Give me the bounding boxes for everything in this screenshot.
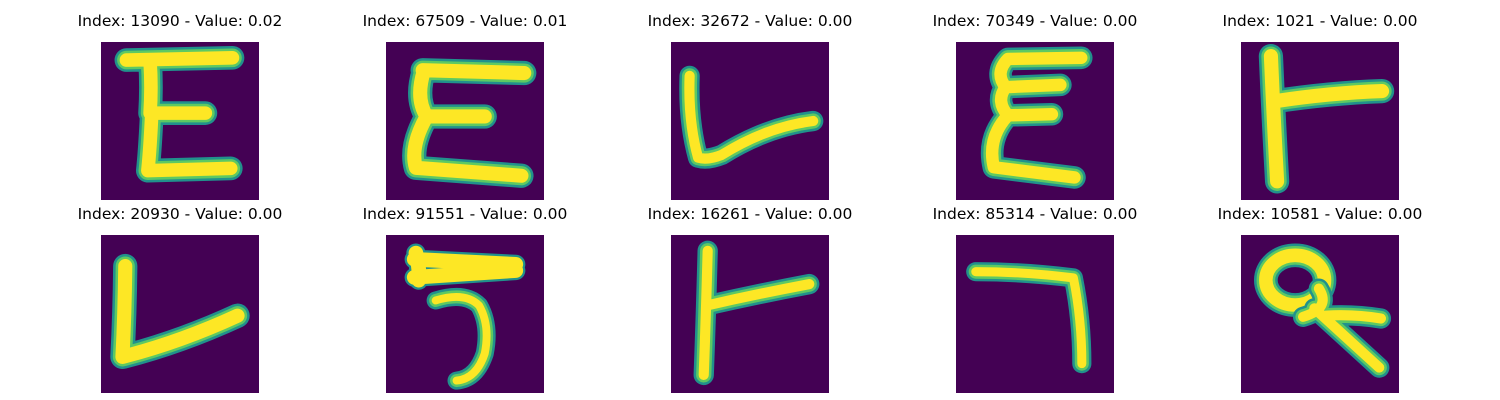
panel-10: Index: 10581 - Value: 0.00	[1190, 201, 1450, 393]
glyph-v-image	[671, 42, 829, 200]
glyph-e-image	[386, 42, 544, 200]
panel-4: Index: 70349 - Value: 0.00	[905, 8, 1165, 200]
panel-6: Index: 20930 - Value: 0.00	[50, 201, 310, 393]
panel-title: Index: 10581 - Value: 0.00	[1217, 205, 1423, 223]
glyph-l-image	[101, 235, 259, 393]
panel-2: Index: 67509 - Value: 0.01	[335, 8, 595, 200]
panel-title: Index: 70349 - Value: 0.00	[932, 12, 1138, 30]
panel-title: Index: 13090 - Value: 0.02	[77, 12, 283, 30]
glyph-t-image	[1241, 42, 1399, 200]
panel-8: Index: 16261 - Value: 0.00	[620, 201, 880, 393]
panel-title: Index: 1021 - Value: 0.00	[1222, 12, 1418, 30]
panel-1: Index: 13090 - Value: 0.02	[50, 8, 310, 200]
panel-title: Index: 85314 - Value: 0.00	[932, 205, 1138, 223]
glyph-5-image	[386, 235, 544, 393]
glyph-7-image	[956, 235, 1114, 393]
panel-9: Index: 85314 - Value: 0.00	[905, 201, 1165, 393]
glyph-e-image	[101, 42, 259, 200]
glyph-loop-image	[1241, 235, 1399, 393]
panel-title: Index: 91551 - Value: 0.00	[362, 205, 568, 223]
panel-5: Index: 1021 - Value: 0.00	[1190, 8, 1450, 200]
glyph-e-image	[956, 42, 1114, 200]
panel-3: Index: 32672 - Value: 0.00	[620, 8, 880, 200]
panel-title: Index: 20930 - Value: 0.00	[77, 205, 283, 223]
glyph-t-image	[671, 235, 829, 393]
panel-title: Index: 32672 - Value: 0.00	[647, 12, 853, 30]
panel-7: Index: 91551 - Value: 0.00	[335, 201, 595, 393]
panel-title: Index: 67509 - Value: 0.01	[362, 12, 568, 30]
panel-title: Index: 16261 - Value: 0.00	[647, 205, 853, 223]
